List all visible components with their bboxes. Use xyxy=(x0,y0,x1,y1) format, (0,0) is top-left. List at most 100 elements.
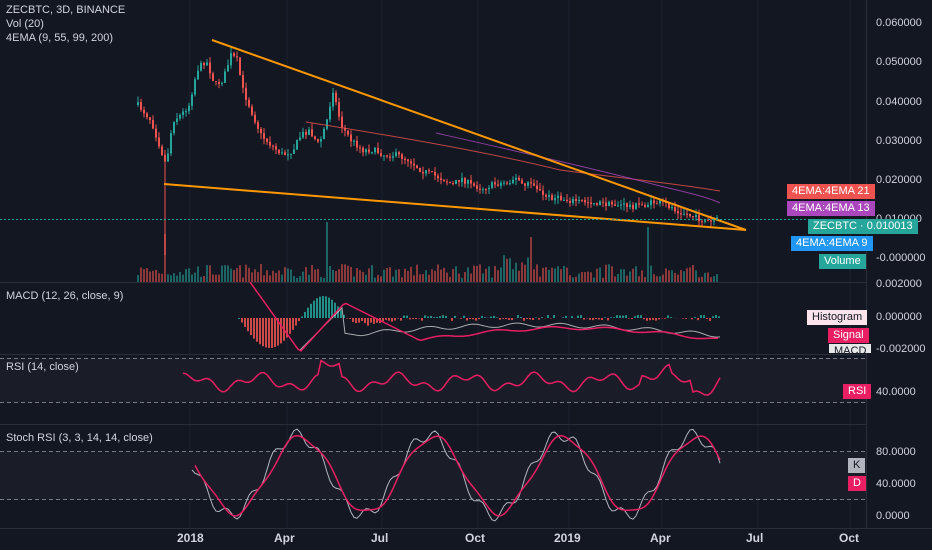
volume-bar xyxy=(650,265,652,282)
macd-bar xyxy=(703,315,705,318)
volume-bar xyxy=(665,268,667,282)
candle xyxy=(251,104,253,117)
macd-bar xyxy=(391,318,393,322)
candle xyxy=(464,176,466,188)
macd-bar xyxy=(307,307,309,318)
macd-bar xyxy=(526,318,528,319)
candle xyxy=(374,147,376,155)
volume-bar xyxy=(707,272,709,282)
volume-bar xyxy=(176,275,178,282)
ema-legend[interactable]: 4EMA (9, 55, 99, 200) xyxy=(6,32,114,44)
candle xyxy=(386,154,388,159)
vol-legend[interactable]: Vol (20) xyxy=(6,18,44,30)
macd-bar xyxy=(268,318,270,348)
candle xyxy=(419,167,421,173)
volume-bar xyxy=(344,264,346,282)
volume-bar xyxy=(530,237,532,282)
macd-bar xyxy=(409,318,411,320)
candle xyxy=(149,116,151,125)
candle xyxy=(590,196,592,208)
candle xyxy=(350,130,352,147)
volume-bar xyxy=(179,272,181,282)
volume-bar xyxy=(572,277,574,282)
macd-bar xyxy=(445,315,447,318)
macd-bar xyxy=(598,318,600,320)
candle xyxy=(443,178,445,182)
last-price-tag: ZECBTC · 0.010013 xyxy=(808,219,918,234)
candle xyxy=(299,131,301,142)
candle xyxy=(353,139,355,147)
macd-bar xyxy=(538,318,540,320)
volume-bar xyxy=(449,276,451,282)
volume-bar xyxy=(302,271,304,282)
signal-line xyxy=(249,281,719,352)
candle xyxy=(287,148,289,161)
macd-bar xyxy=(415,318,417,320)
macd-bar xyxy=(619,315,621,318)
macd-bar xyxy=(523,318,525,321)
volume-bar xyxy=(149,271,151,282)
price-axis-label: 0.050000 xyxy=(876,56,922,68)
candle xyxy=(233,51,235,58)
macd-bar xyxy=(277,318,279,346)
candle xyxy=(140,98,142,112)
candle xyxy=(563,197,565,201)
stoch-legend[interactable]: Stoch RSI (3, 3, 14, 14, close) xyxy=(6,432,153,444)
macd-bar xyxy=(511,318,513,321)
volume-bar xyxy=(140,267,142,282)
volume-bar xyxy=(146,268,148,282)
volume-bar xyxy=(515,262,517,282)
macd-bar xyxy=(505,318,507,320)
candlestick-series xyxy=(137,47,718,255)
volume-bar xyxy=(518,270,520,282)
volume-bar xyxy=(611,266,613,282)
macd-bar xyxy=(424,315,426,318)
volume-bar xyxy=(695,270,697,282)
candle xyxy=(224,68,226,83)
macd-axis-label: 0.002000 xyxy=(876,278,922,290)
volume-bar xyxy=(668,270,670,282)
candle xyxy=(245,82,247,106)
volume-bar xyxy=(605,264,607,282)
macd-bar xyxy=(343,314,345,318)
macd-bar xyxy=(646,318,648,321)
volume-bar xyxy=(218,274,220,282)
volume-bar xyxy=(305,267,307,282)
symbol-title[interactable]: ZECBTC, 3D, BINANCE xyxy=(6,4,126,16)
candle xyxy=(620,199,622,210)
macd-bar xyxy=(436,316,438,318)
volume-bar xyxy=(443,267,445,282)
volume-bar xyxy=(137,275,139,282)
volume-bar xyxy=(296,277,298,282)
volume-bar xyxy=(689,267,691,282)
macd-bar xyxy=(451,318,453,321)
volume-bar xyxy=(710,277,712,282)
volume-bar xyxy=(569,275,571,282)
candle xyxy=(686,209,688,219)
candle xyxy=(458,179,460,187)
volume-bar xyxy=(416,264,418,282)
volume-bar xyxy=(152,270,154,282)
candle xyxy=(179,113,181,121)
rsi-line xyxy=(182,359,721,396)
candle xyxy=(548,190,550,201)
volume-bar xyxy=(335,271,337,282)
rsi-legend[interactable]: RSI (14, close) xyxy=(6,361,79,373)
candle xyxy=(266,137,268,145)
candle xyxy=(257,120,259,134)
volume-bar xyxy=(698,277,700,282)
k-tag: K xyxy=(848,458,866,473)
volume-bar xyxy=(677,274,679,282)
volume-bar xyxy=(632,268,634,282)
candle xyxy=(167,148,169,162)
macd-legend[interactable]: MACD (12, 26, close, 9) xyxy=(6,290,124,302)
macd-bar xyxy=(583,318,585,320)
candle xyxy=(455,179,457,185)
volume-bar xyxy=(584,271,586,282)
candle xyxy=(392,151,394,162)
volume-bar xyxy=(686,268,688,282)
candle xyxy=(227,59,229,72)
volume-bar xyxy=(692,265,694,282)
candle xyxy=(389,153,391,162)
